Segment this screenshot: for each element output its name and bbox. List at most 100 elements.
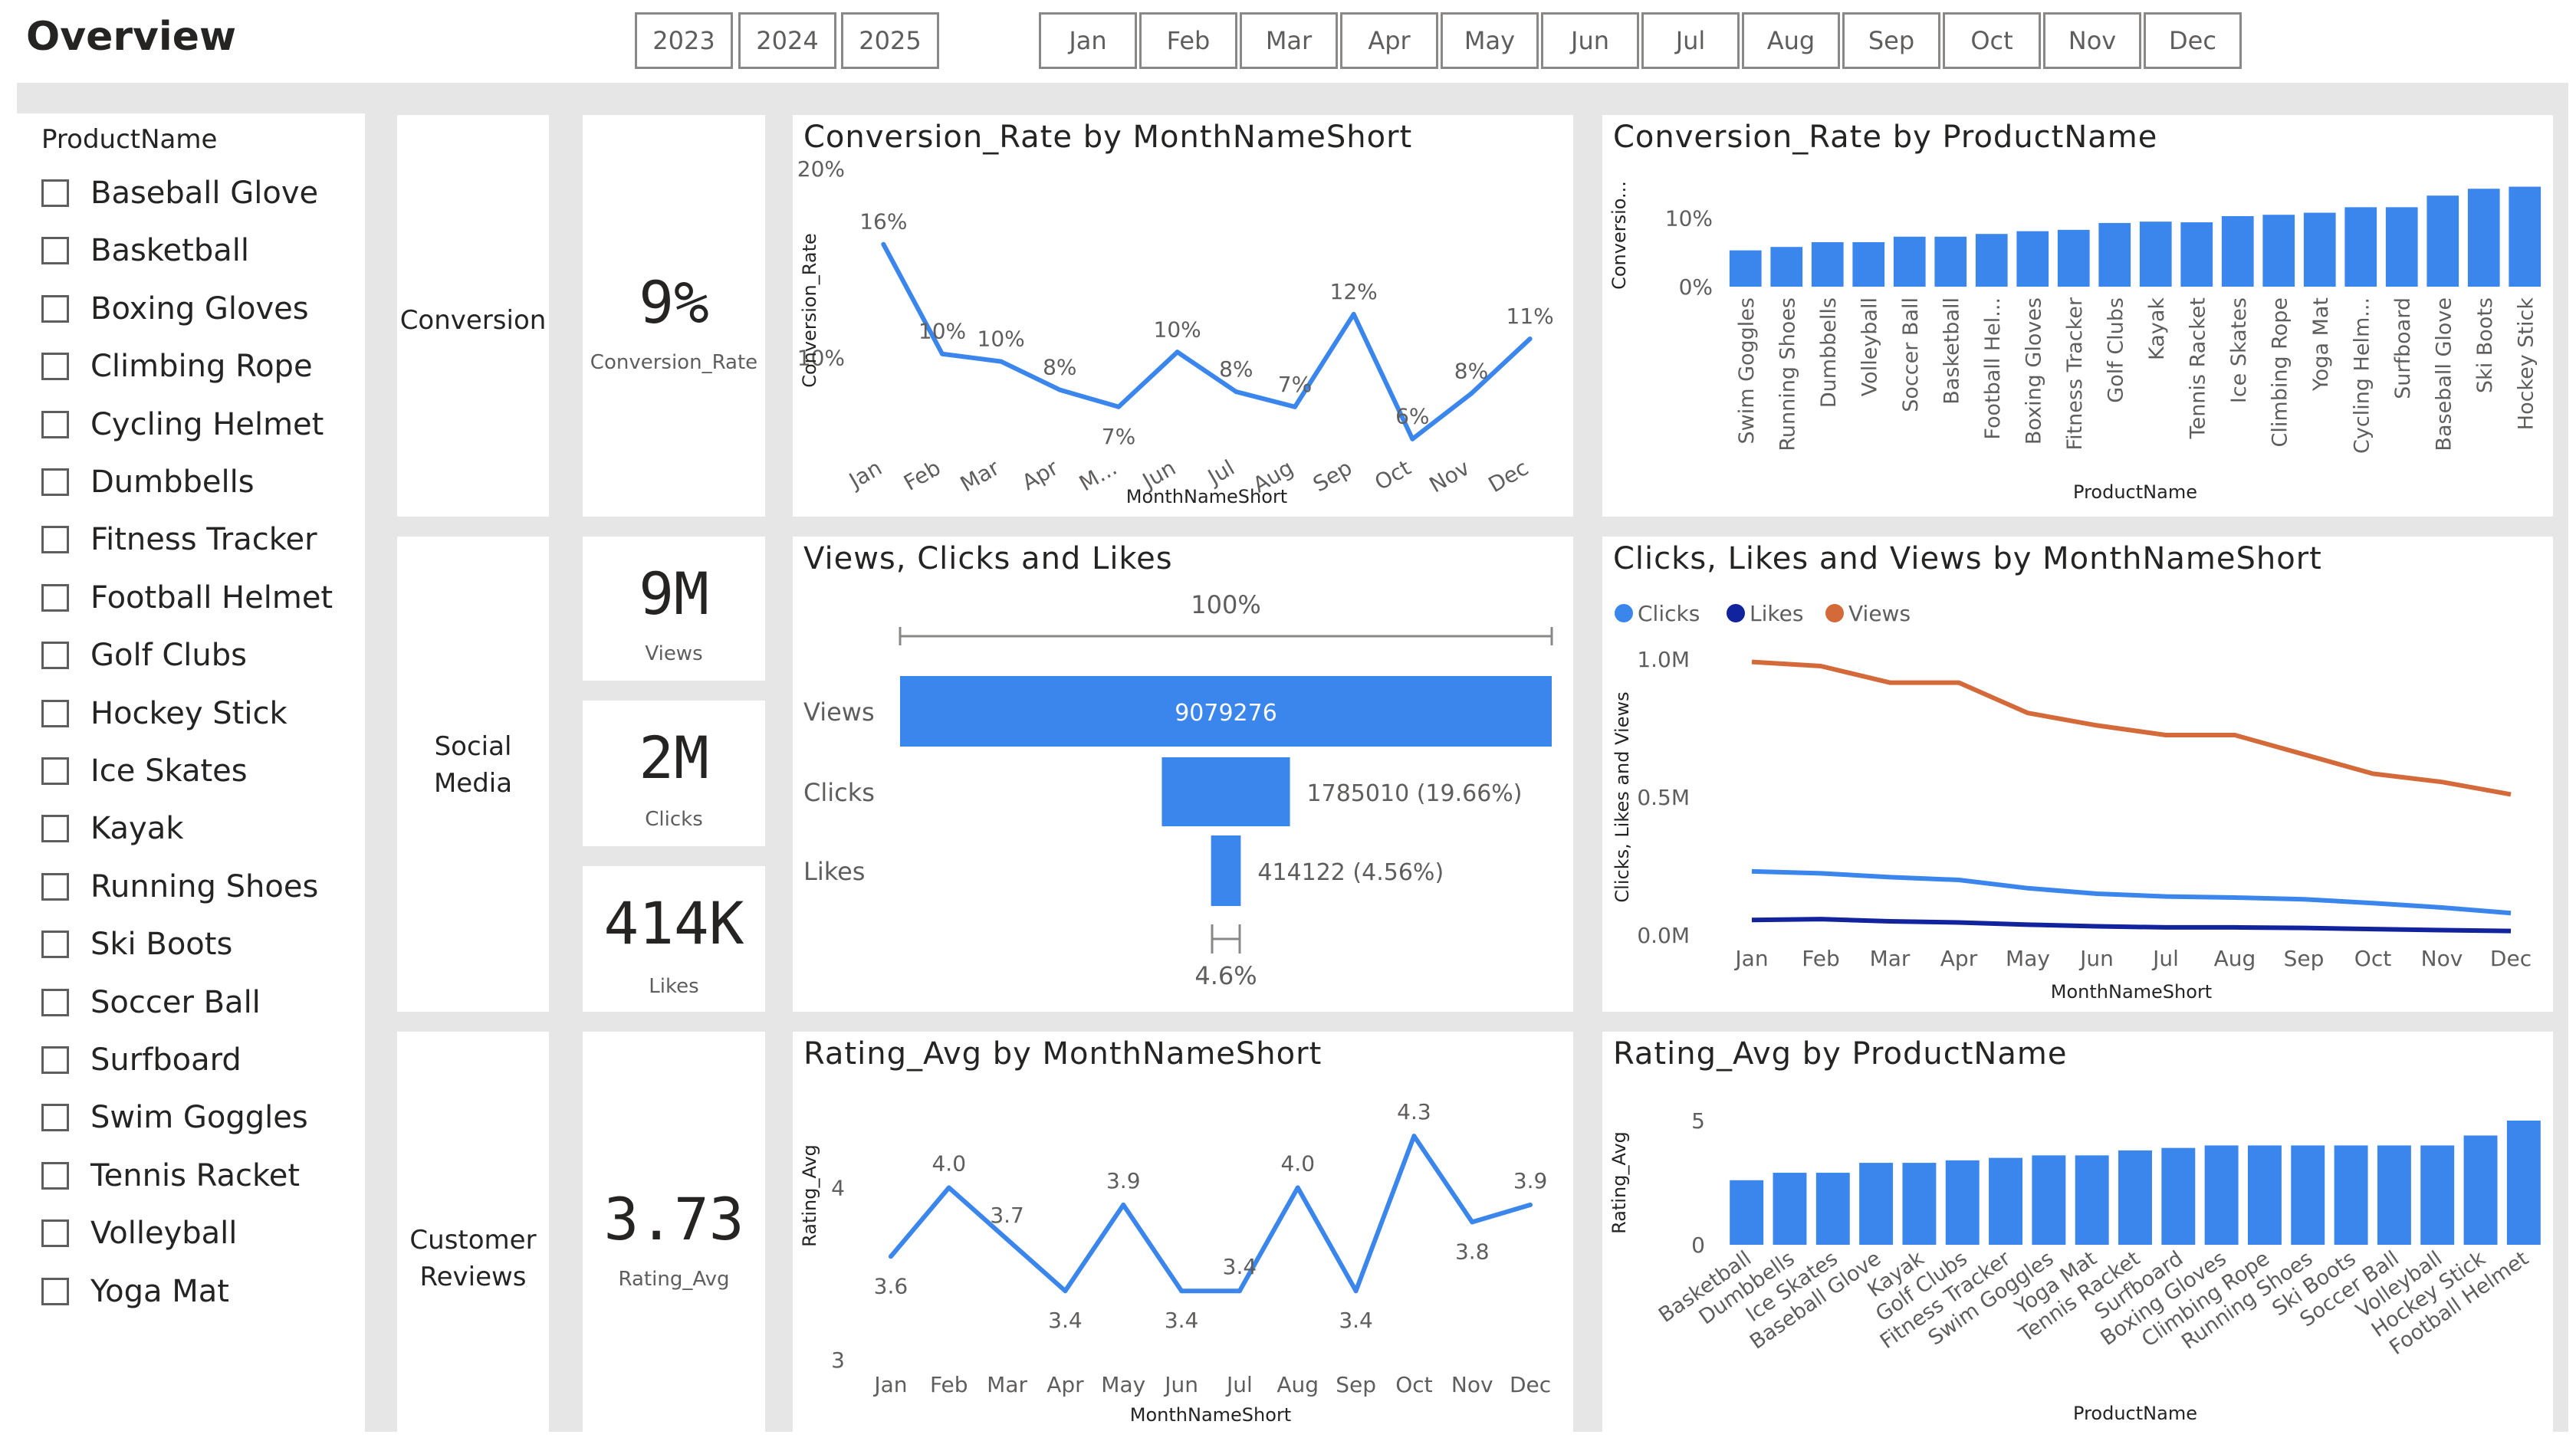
slicer-item[interactable]: Ski Boots — [41, 921, 232, 967]
funnel-bar[interactable] — [1162, 757, 1290, 826]
checkbox[interactable] — [41, 642, 69, 670]
series-line-views[interactable] — [1751, 659, 2512, 797]
bar[interactable] — [2467, 189, 2500, 287]
slicer-item[interactable]: Climbing Rope — [41, 343, 313, 389]
checkbox[interactable] — [41, 583, 69, 612]
month-button-feb[interactable]: Feb — [1139, 12, 1237, 69]
series-line-clicks[interactable] — [1751, 868, 2512, 916]
bar[interactable] — [1989, 1157, 2023, 1245]
funnel-bar[interactable] — [1211, 835, 1241, 906]
bar[interactable] — [1730, 1180, 1764, 1245]
checkbox[interactable] — [41, 1161, 69, 1190]
bar[interactable] — [2463, 1135, 2498, 1245]
month-button-apr[interactable]: Apr — [1340, 12, 1438, 69]
bar[interactable] — [2426, 195, 2459, 287]
slicer-item[interactable]: Golf Clubs — [41, 632, 247, 678]
bar[interactable] — [2161, 1147, 2196, 1245]
checkbox[interactable] — [41, 410, 69, 438]
month-button-nov[interactable]: Nov — [2043, 12, 2141, 69]
rating-by-month-visual[interactable]: Rating_Avg by MonthNameShort 3 4 Rating_Av… — [793, 1032, 1573, 1432]
slicer-item[interactable]: Yoga Mat — [41, 1269, 229, 1315]
checkbox[interactable] — [41, 294, 69, 323]
bar[interactable] — [2204, 1145, 2239, 1245]
checkbox[interactable] — [41, 179, 69, 207]
month-button-aug[interactable]: Aug — [1742, 12, 1840, 69]
checkbox[interactable] — [41, 872, 69, 901]
year-button-2025[interactable]: 2025 — [841, 12, 939, 69]
legend-label[interactable]: Views — [1848, 601, 1911, 626]
month-button-sep[interactable]: Sep — [1842, 12, 1940, 69]
bar[interactable] — [2057, 229, 2090, 287]
checkbox[interactable] — [41, 468, 69, 496]
year-button-2023[interactable]: 2023 — [635, 12, 733, 69]
conversion-by-product-visual[interactable]: Conversion_Rate by ProductName 0% 10% Conv… — [1602, 115, 2553, 517]
checkbox[interactable] — [41, 526, 69, 554]
bar[interactable] — [1934, 236, 1967, 287]
bar[interactable] — [2506, 1121, 2541, 1245]
slicer-item[interactable]: Running Shoes — [41, 864, 318, 910]
bar[interactable] — [2334, 1145, 2368, 1245]
checkbox[interactable] — [41, 699, 69, 727]
bar[interactable] — [1975, 234, 2008, 287]
bar[interactable] — [2262, 215, 2295, 287]
bar[interactable] — [2420, 1145, 2455, 1245]
checkbox[interactable] — [41, 353, 69, 381]
bar[interactable] — [1770, 247, 1803, 287]
bar[interactable] — [2377, 1145, 2411, 1245]
bar[interactable] — [1811, 241, 1844, 287]
checkbox[interactable] — [41, 237, 69, 265]
bar[interactable] — [2291, 1145, 2325, 1245]
bar[interactable] — [1859, 1163, 1894, 1245]
slicer-item[interactable]: Surfboard — [41, 1037, 242, 1083]
slicer-item[interactable]: Boxing Gloves — [41, 286, 309, 332]
legend-label[interactable]: Clicks — [1638, 601, 1700, 626]
slicer-item[interactable]: Kayak — [41, 806, 183, 852]
clicks-likes-views-visual[interactable]: Clicks, Likes and Views by MonthNameShor… — [1602, 537, 2553, 1012]
bar[interactable] — [2180, 222, 2213, 287]
bar[interactable] — [2221, 215, 2254, 287]
legend-marker[interactable] — [1615, 604, 1633, 622]
slicer-item[interactable]: Hockey Stick — [41, 691, 288, 737]
bar[interactable] — [2344, 207, 2377, 287]
bar[interactable] — [2032, 1155, 2066, 1245]
rating-by-product-visual[interactable]: Rating_Avg by ProductName 0 5 Rating_Avg Ba… — [1602, 1032, 2553, 1432]
month-button-jan[interactable]: Jan — [1039, 12, 1137, 69]
legend-marker[interactable] — [1825, 604, 1844, 622]
funnel-bar[interactable] — [900, 676, 1552, 747]
checkbox[interactable] — [41, 931, 69, 959]
checkbox[interactable] — [41, 757, 69, 785]
bar[interactable] — [2139, 222, 2172, 287]
year-button-2024[interactable]: 2024 — [738, 12, 836, 69]
bar[interactable] — [1729, 250, 1762, 287]
slicer-item[interactable]: Volleyball — [41, 1210, 237, 1256]
legend-marker[interactable] — [1727, 604, 1745, 622]
bar[interactable] — [2303, 212, 2336, 287]
checkbox[interactable] — [41, 1104, 69, 1132]
bar[interactable] — [1852, 241, 1885, 287]
slicer-item[interactable]: Tennis Racket — [41, 1153, 300, 1199]
bar[interactable] — [1902, 1163, 1937, 1245]
checkbox[interactable] — [41, 1219, 69, 1248]
month-button-mar[interactable]: Mar — [1240, 12, 1338, 69]
slicer-item[interactable]: Football Helmet — [41, 575, 333, 621]
bar[interactable] — [1773, 1173, 1807, 1245]
bar[interactable] — [2509, 186, 2542, 287]
month-button-may[interactable]: May — [1441, 12, 1539, 69]
conversion-by-month-visual[interactable]: Conversion_Rate by MonthNameShort 10% 20%… — [793, 115, 1573, 517]
bar[interactable] — [2098, 222, 2131, 287]
checkbox[interactable] — [41, 1046, 69, 1074]
bar[interactable] — [1893, 236, 1926, 287]
slicer-item[interactable]: Swim Goggles — [41, 1095, 308, 1141]
slicer-item[interactable]: Dumbbells — [41, 459, 255, 505]
bar[interactable] — [2118, 1150, 2152, 1245]
slicer-item[interactable]: Basketball — [41, 228, 249, 274]
bar[interactable] — [2016, 231, 2049, 287]
funnel-visual[interactable]: Views, Clicks and Likes 100% Views 9079276… — [793, 537, 1573, 1012]
slicer-item[interactable]: Baseball Glove — [41, 170, 318, 216]
slicer-item[interactable]: Ice Skates — [41, 748, 248, 794]
bar[interactable] — [2247, 1145, 2282, 1245]
slicer-item[interactable]: Soccer Ball — [41, 980, 261, 1026]
slicer-item[interactable]: Fitness Tracker — [41, 517, 317, 563]
legend-label[interactable]: Likes — [1750, 601, 1803, 626]
bar[interactable] — [2075, 1155, 2109, 1245]
